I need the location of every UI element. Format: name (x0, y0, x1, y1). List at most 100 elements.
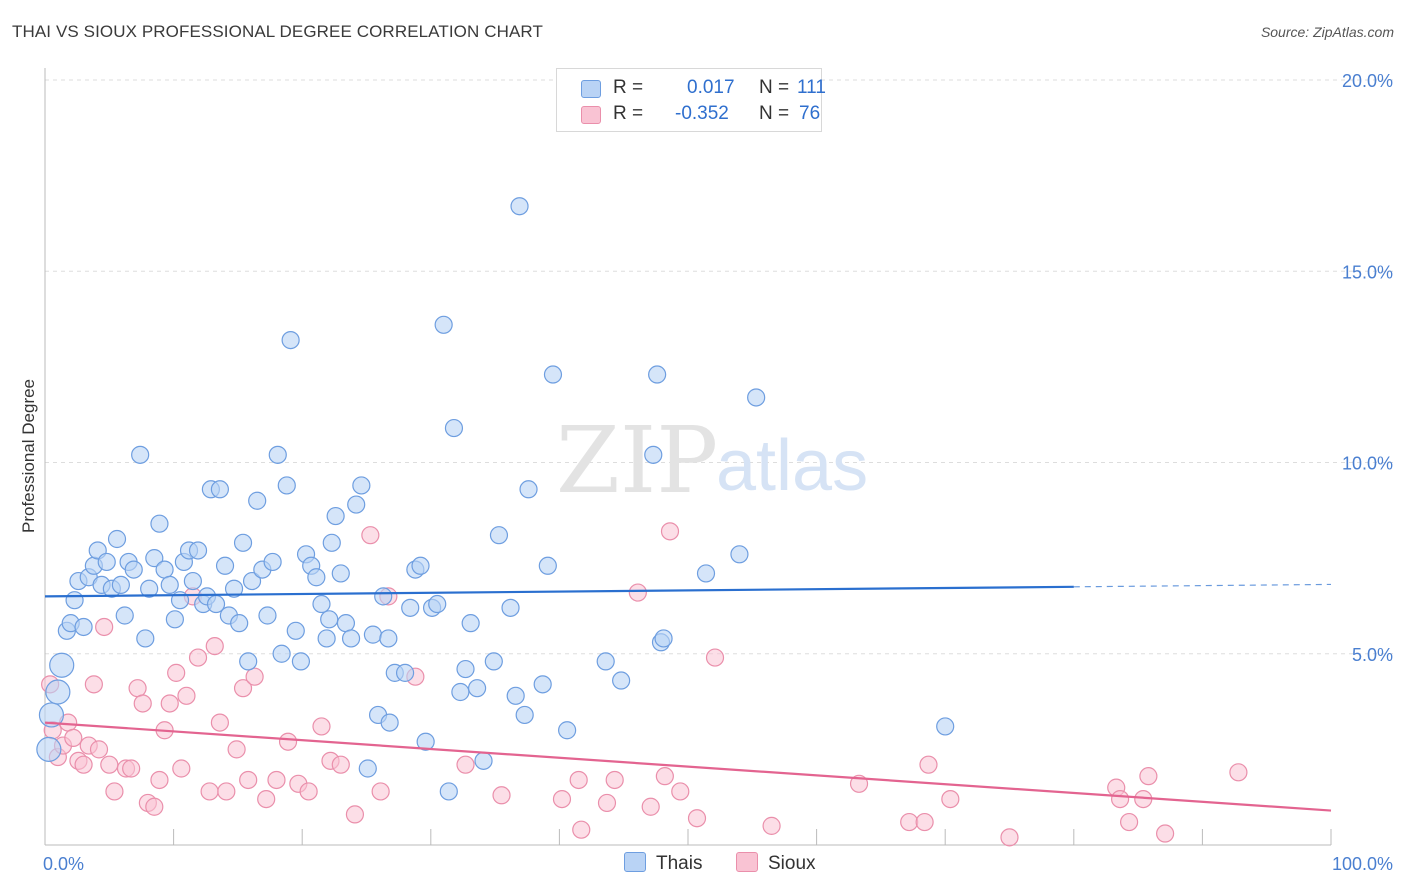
thais-point (363, 625, 383, 644)
thais-point (74, 617, 93, 637)
grid-lines (45, 79, 1396, 655)
thais-point (165, 610, 184, 629)
thais-point (140, 579, 159, 598)
sioux-swatch (581, 106, 601, 124)
thais-point (747, 388, 766, 407)
sioux-point (89, 740, 109, 759)
sioux-point (312, 717, 331, 736)
sioux-point (64, 728, 83, 748)
sioux-point (267, 770, 286, 790)
thais-point (336, 614, 356, 633)
sioux-point (900, 812, 919, 832)
sioux-point (660, 522, 680, 541)
sioux-point (278, 732, 298, 751)
sioux-point (200, 782, 219, 801)
sioux-point (1156, 824, 1175, 843)
thais-point (451, 682, 470, 702)
thais-point (434, 315, 453, 334)
legend: R = 0.017 N = 111 R = -0.352 N = 76 (556, 68, 826, 132)
sioux-point (345, 805, 365, 824)
thais-point (49, 652, 75, 678)
watermark-zip: ZIP (556, 407, 718, 514)
thais-point (467, 679, 487, 698)
sioux-point (227, 740, 246, 759)
thais-point (358, 759, 377, 778)
sioux-point (122, 759, 141, 778)
thais-point (401, 598, 420, 617)
legend-r-value: -0.352 (675, 103, 729, 124)
thais-point (277, 476, 296, 495)
thais-point (248, 491, 267, 510)
thais-point (258, 606, 277, 625)
thais-point (730, 545, 749, 564)
sioux-point (569, 770, 588, 790)
thais-point (188, 541, 208, 560)
thais-point (510, 197, 529, 216)
sioux-point (628, 583, 647, 602)
sioux-point (133, 694, 152, 713)
sioux-point (456, 755, 475, 774)
thais-points (36, 197, 955, 801)
sioux-point (210, 713, 229, 732)
thais-point (320, 610, 339, 629)
thais-point (456, 659, 475, 679)
legend-n-label: N = (759, 77, 790, 98)
thais-trend-line (44, 585, 1074, 598)
sioux-point (1110, 789, 1130, 809)
sioux-point (233, 679, 253, 698)
thais-point (515, 705, 534, 725)
sioux-label: Sioux (768, 853, 816, 874)
thais-point (38, 702, 65, 728)
thais-point (36, 736, 62, 762)
bottom-legend-sioux: Sioux (736, 852, 816, 875)
thais-point (347, 495, 366, 514)
legend-r-value: 0.017 (687, 77, 735, 98)
sioux-point (331, 755, 350, 774)
thais-point (224, 579, 244, 598)
sioux-point (160, 694, 179, 713)
thais-point (484, 652, 503, 671)
y-tick-label: 10.0% (1342, 454, 1393, 474)
thais-point (145, 549, 164, 568)
thais-point (558, 721, 577, 740)
sioux-point (257, 789, 276, 809)
thais-point (379, 629, 398, 648)
sioux-point (641, 797, 660, 816)
thais-point (596, 652, 615, 671)
sioux-point (1119, 812, 1139, 832)
sioux-point (172, 759, 191, 778)
bottom-legend-thais: Thais (624, 852, 702, 875)
watermark: ZIP atlas (556, 407, 868, 514)
tick-labels: 5.0% 10.0% 15.0% 20.0% 0.0% 100.0% (43, 71, 1393, 874)
sioux-point (919, 755, 938, 774)
y-axis-label: Professional Degree (19, 379, 38, 533)
thais-point (210, 480, 229, 499)
thais-point (286, 621, 305, 640)
thais-point (489, 526, 509, 545)
sioux-point (361, 526, 380, 545)
sioux-point (371, 782, 390, 801)
thais-point (380, 713, 399, 732)
sioux-point (150, 770, 169, 790)
sioux-point (941, 789, 960, 809)
thais-point (474, 751, 493, 770)
thais-point (272, 644, 291, 663)
sioux-point (100, 755, 119, 774)
thais-point (444, 418, 464, 438)
thais-point (239, 652, 258, 671)
sioux-point (217, 782, 236, 801)
thais-swatch (624, 852, 646, 872)
sioux-point (915, 812, 934, 832)
thais-point (183, 571, 202, 591)
thais-point (416, 732, 435, 751)
sioux-point (95, 617, 114, 637)
thais-point (326, 506, 345, 526)
sioux-point (605, 770, 624, 790)
thais-point (263, 552, 282, 572)
thais-point (654, 629, 673, 648)
thais-point (111, 575, 130, 595)
thais-point (543, 365, 563, 384)
thais-point (65, 591, 84, 610)
thais-point (439, 782, 458, 801)
sioux-point (205, 636, 224, 656)
